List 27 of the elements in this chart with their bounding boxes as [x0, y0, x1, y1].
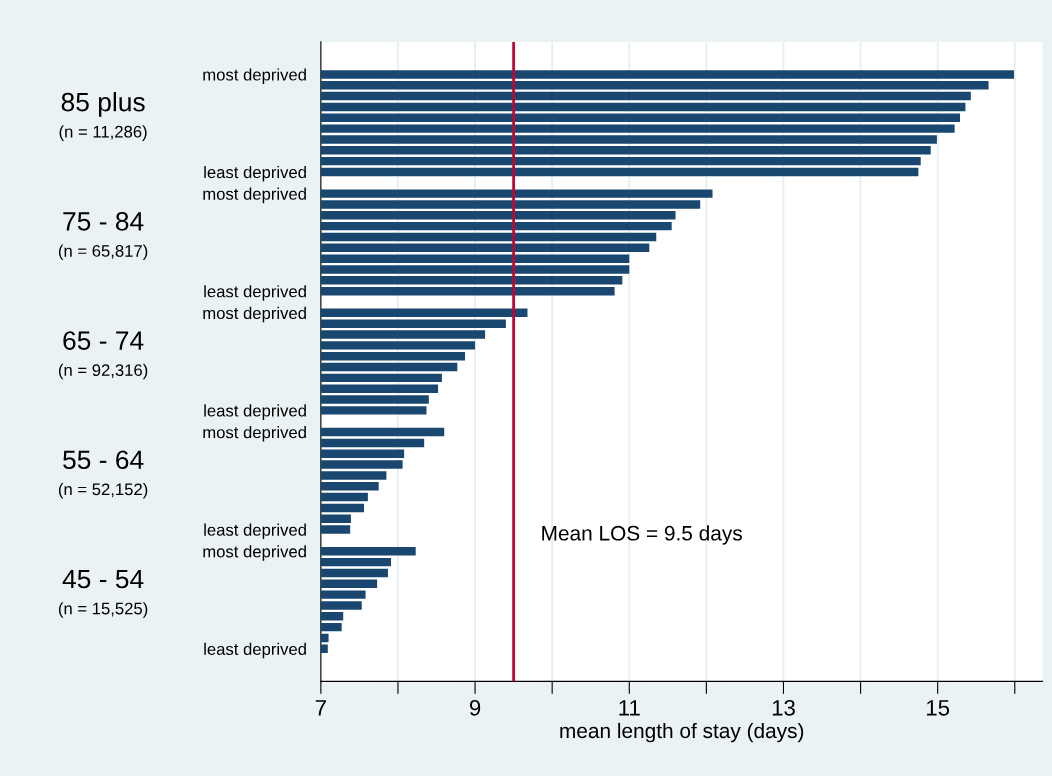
y-tick-label: least deprived — [204, 165, 306, 182]
text: 45 - 54 — [62, 569, 144, 589]
text: 75 - 84 — [63, 212, 144, 231]
x-tick-label: 15 — [927, 700, 950, 716]
x-tick-label: 7 — [315, 700, 326, 716]
text: (n = 52,152) — [58, 483, 148, 499]
y-tick-label: most deprived — [203, 68, 306, 84]
text: (n = 92,316) — [58, 363, 148, 380]
y-tick-label: most deprived — [203, 426, 306, 442]
x-tick-label: 9 — [469, 699, 481, 716]
y-tick-label: most deprived — [203, 306, 306, 323]
text: 65 - 74 — [63, 331, 144, 350]
text: 85 plus — [61, 92, 145, 117]
y-tick-label: most deprived — [203, 187, 306, 204]
text: (n = 11,286) — [59, 125, 147, 141]
y-tick-label: least deprived — [204, 404, 306, 420]
text: 55 - 64 — [63, 450, 144, 470]
text: (n = 65,817) — [58, 244, 148, 261]
y-tick-label: most deprived — [203, 545, 306, 561]
y-tick-label: least deprived — [204, 642, 306, 659]
x-tick-label: 13 — [772, 699, 795, 716]
ref-line-label: Mean LOS = 9.5 days — [542, 525, 742, 545]
x-axis-title: mean length of stay (days) — [560, 722, 804, 743]
x-tick-label: 11 — [619, 700, 640, 716]
text: (n = 15,525) — [58, 602, 148, 618]
y-tick-label: least deprived — [204, 523, 306, 540]
y-tick-label: least deprived — [204, 285, 306, 301]
